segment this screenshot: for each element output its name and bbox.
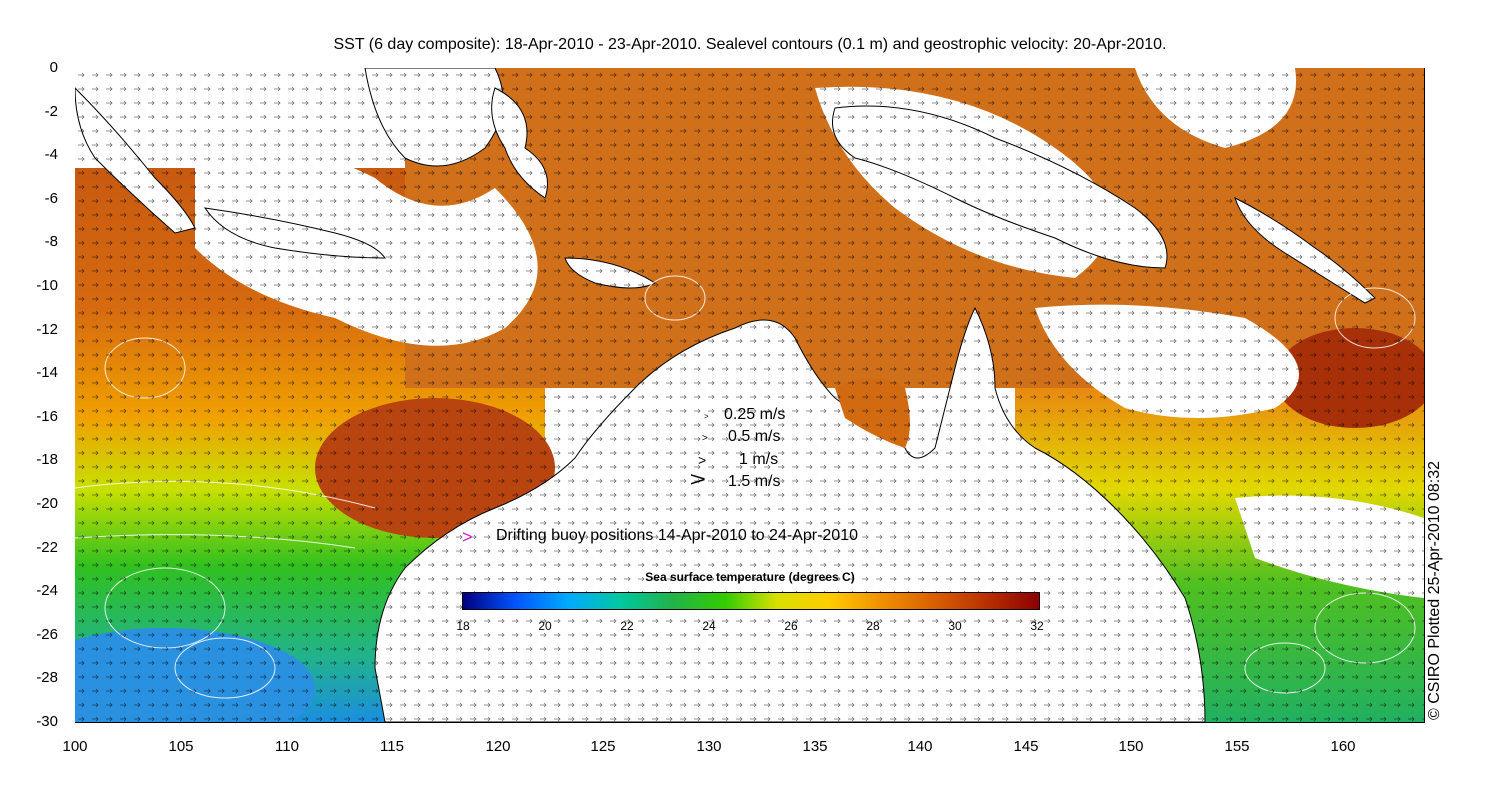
buoy-marker-icon: >: [462, 527, 473, 547]
velocity-key-arrow-icon: >: [702, 433, 708, 444]
y-tick: -16: [36, 408, 58, 425]
velocity-key-arrow-icon: >: [704, 412, 709, 421]
y-tick: -10: [36, 277, 58, 294]
x-tick: 145: [1013, 738, 1039, 755]
buoy-legend-label: Drifting buoy positions 14-Apr-2010 to 2…: [496, 527, 858, 544]
geostrophic-velocity-arrows: [75, 68, 1424, 722]
y-tick: -26: [36, 626, 58, 643]
y-tick: -4: [44, 146, 58, 163]
colorbar-tick: 30: [948, 619, 962, 633]
velocity-key-arrow-icon: >: [689, 469, 707, 491]
x-tick: 110: [275, 738, 299, 755]
colorbar-tick: 18: [456, 619, 470, 633]
y-tick: -20: [36, 495, 58, 512]
y-tick: -6: [44, 190, 58, 207]
colorbar-tick: 22: [620, 619, 634, 633]
velocity-key-label: 0.25 m/s: [724, 406, 786, 423]
x-tick: 150: [1118, 738, 1144, 755]
y-tick: -22: [36, 539, 58, 556]
y-tick: -14: [36, 364, 58, 381]
map-frame[interactable]: [75, 68, 1425, 723]
velocity-key-label: 0.5 m/s: [728, 428, 781, 445]
velocity-key-label: 1.5 m/s: [728, 473, 781, 490]
y-tick: -30: [36, 713, 58, 730]
x-tick: 140: [907, 738, 933, 755]
page-title: SST (6 day composite): 18-Apr-2010 - 23-…: [333, 36, 1167, 53]
colorbar-tick: 24: [702, 619, 716, 633]
sst-map[interactable]: [75, 68, 1424, 722]
x-tick: 130: [696, 738, 722, 755]
x-tick: 120: [485, 738, 511, 755]
x-tick: 135: [802, 738, 828, 755]
y-tick: -12: [36, 321, 58, 338]
x-tick: 100: [62, 738, 88, 755]
credit-label: © CSIRO Plotted 25-Apr-2010 08:32: [1426, 460, 1443, 720]
y-tick: -2: [44, 103, 58, 120]
x-tick: 155: [1224, 738, 1250, 755]
x-tick: 115: [380, 738, 404, 755]
y-tick: -28: [36, 669, 58, 686]
velocity-key-arrow-icon: >: [698, 452, 707, 468]
x-tick: 125: [590, 738, 616, 755]
y-tick: -18: [36, 451, 58, 468]
y-tick: 0: [49, 59, 58, 76]
velocity-key-label: 1 m/s: [739, 451, 779, 468]
y-tick: -8: [44, 233, 58, 250]
colorbar-title: Sea surface temperature (degrees C): [645, 570, 855, 584]
colorbar-tick: 28: [866, 619, 880, 633]
colorbar-tick: 26: [784, 619, 798, 633]
colorbar-tick: 20: [538, 619, 552, 633]
colorbar: [462, 592, 1040, 610]
x-tick: 160: [1330, 738, 1356, 755]
colorbar-tick: 32: [1030, 619, 1044, 633]
x-tick: 105: [168, 738, 194, 755]
y-tick: -24: [36, 582, 58, 599]
